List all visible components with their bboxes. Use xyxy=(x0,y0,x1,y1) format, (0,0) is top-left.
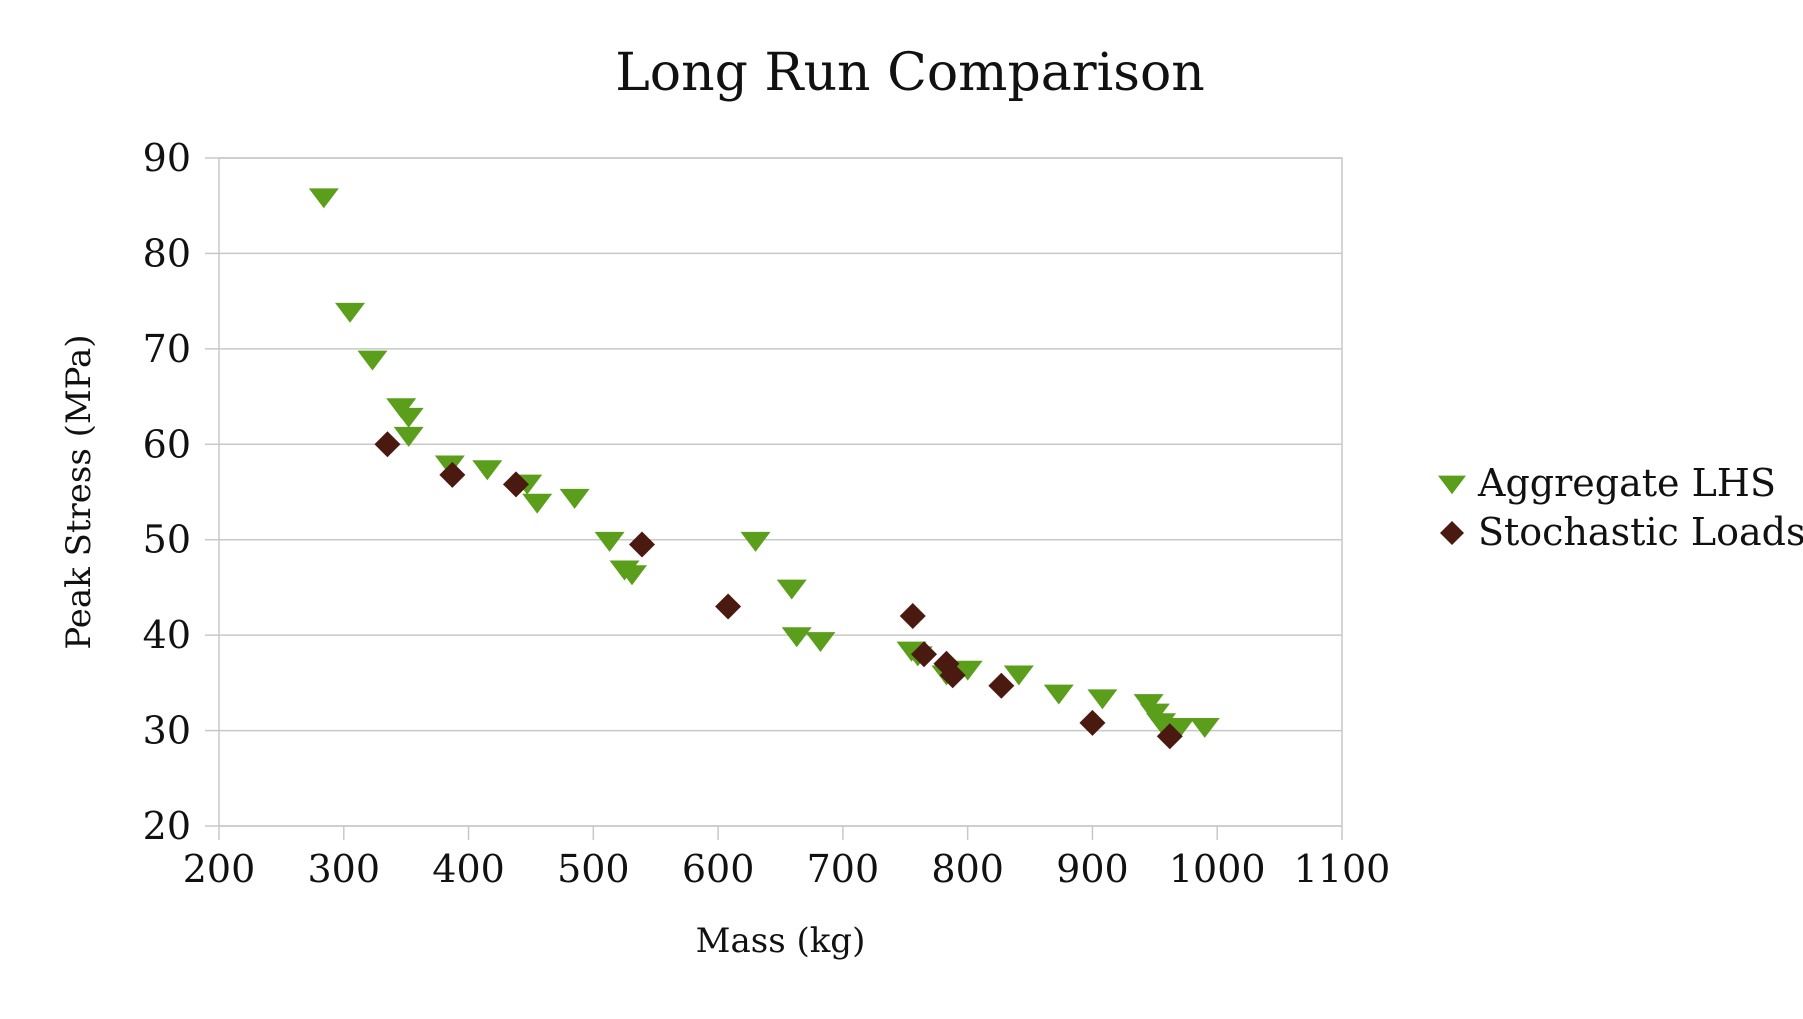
chart-title: Long Run Comparison xyxy=(615,43,1204,103)
aggregate-lhs-point xyxy=(1189,717,1220,738)
legend-triangle-icon xyxy=(1438,475,1466,495)
aggregate-lhs-point xyxy=(952,660,983,681)
gridlines xyxy=(219,157,1342,827)
legend: Aggregate LHS Stochastic Loads xyxy=(1438,461,1803,554)
y-tick-label: 50 xyxy=(143,518,191,562)
x-tick-label: 600 xyxy=(682,847,755,891)
aggregate-lhs-point xyxy=(1164,717,1195,738)
stochastic-loads-point xyxy=(374,431,401,458)
aggregate-lhs-point xyxy=(617,565,648,586)
aggregate-lhs-point xyxy=(559,488,590,509)
x-tick-label: 500 xyxy=(557,847,630,891)
legend-label: Stochastic Loads xyxy=(1478,510,1803,554)
stochastic-loads-point xyxy=(502,471,529,498)
x-tick-label: 1000 xyxy=(1169,847,1266,891)
legend-label: Aggregate LHS xyxy=(1477,461,1776,505)
aggregate-lhs-point xyxy=(781,627,812,648)
y-tick-label: 30 xyxy=(143,709,191,753)
aggregate-lhs-point xyxy=(1087,689,1118,710)
stochastic-loads-point xyxy=(939,662,966,689)
aggregate-lhs-point xyxy=(393,426,424,447)
stochastic-loads-point xyxy=(1156,723,1183,750)
y-tick-label: 80 xyxy=(143,231,191,275)
stochastic-loads-point xyxy=(910,641,937,668)
x-axis-label: Mass (kg) xyxy=(696,921,866,961)
x-tick-label: 700 xyxy=(807,847,880,891)
aggregate-lhs-point xyxy=(357,350,388,371)
stochastic-loads-point xyxy=(715,593,742,620)
y-tick-label: 20 xyxy=(143,804,191,848)
stochastic-loads-point xyxy=(988,672,1015,699)
axes: 20 30 40 50 60 70 80 90 200 300 400 500 600 700 800 900… xyxy=(143,136,1391,891)
y-axis-label: Peak Stress (MPa) xyxy=(59,334,99,649)
aggregate-lhs-point xyxy=(522,493,553,514)
x-tick-label: 400 xyxy=(432,847,505,891)
stochastic-loads-point xyxy=(628,531,655,558)
x-tick-label: 1100 xyxy=(1294,847,1391,891)
stochastic-loads-point xyxy=(439,461,466,488)
legend-diamond-icon xyxy=(1440,521,1464,545)
stochastic-loads-point xyxy=(1079,709,1106,736)
aggregate-lhs-point xyxy=(1043,684,1074,705)
x-tick-label: 800 xyxy=(931,847,1004,891)
y-tick-label: 40 xyxy=(143,613,191,657)
aggregate-lhs-point xyxy=(776,579,807,600)
y-tick-label: 70 xyxy=(143,327,191,371)
aggregate-lhs-point xyxy=(594,531,625,552)
y-tick-label: 60 xyxy=(143,422,191,466)
aggregate-lhs-point xyxy=(1003,665,1034,686)
aggregate-lhs-point xyxy=(472,460,503,481)
aggregate-lhs-point xyxy=(308,188,339,209)
x-tick-label: 200 xyxy=(183,847,256,891)
x-tick-label: 900 xyxy=(1056,847,1129,891)
aggregate-lhs-point xyxy=(335,302,366,323)
x-tick-label: 300 xyxy=(308,847,381,891)
data-points xyxy=(308,188,1220,750)
aggregate-lhs-point xyxy=(740,531,771,552)
stochastic-loads-point xyxy=(899,603,926,630)
aggregate-lhs-point xyxy=(805,632,836,653)
aggregate-lhs-point xyxy=(393,407,424,428)
y-tick-label: 90 xyxy=(143,136,191,180)
